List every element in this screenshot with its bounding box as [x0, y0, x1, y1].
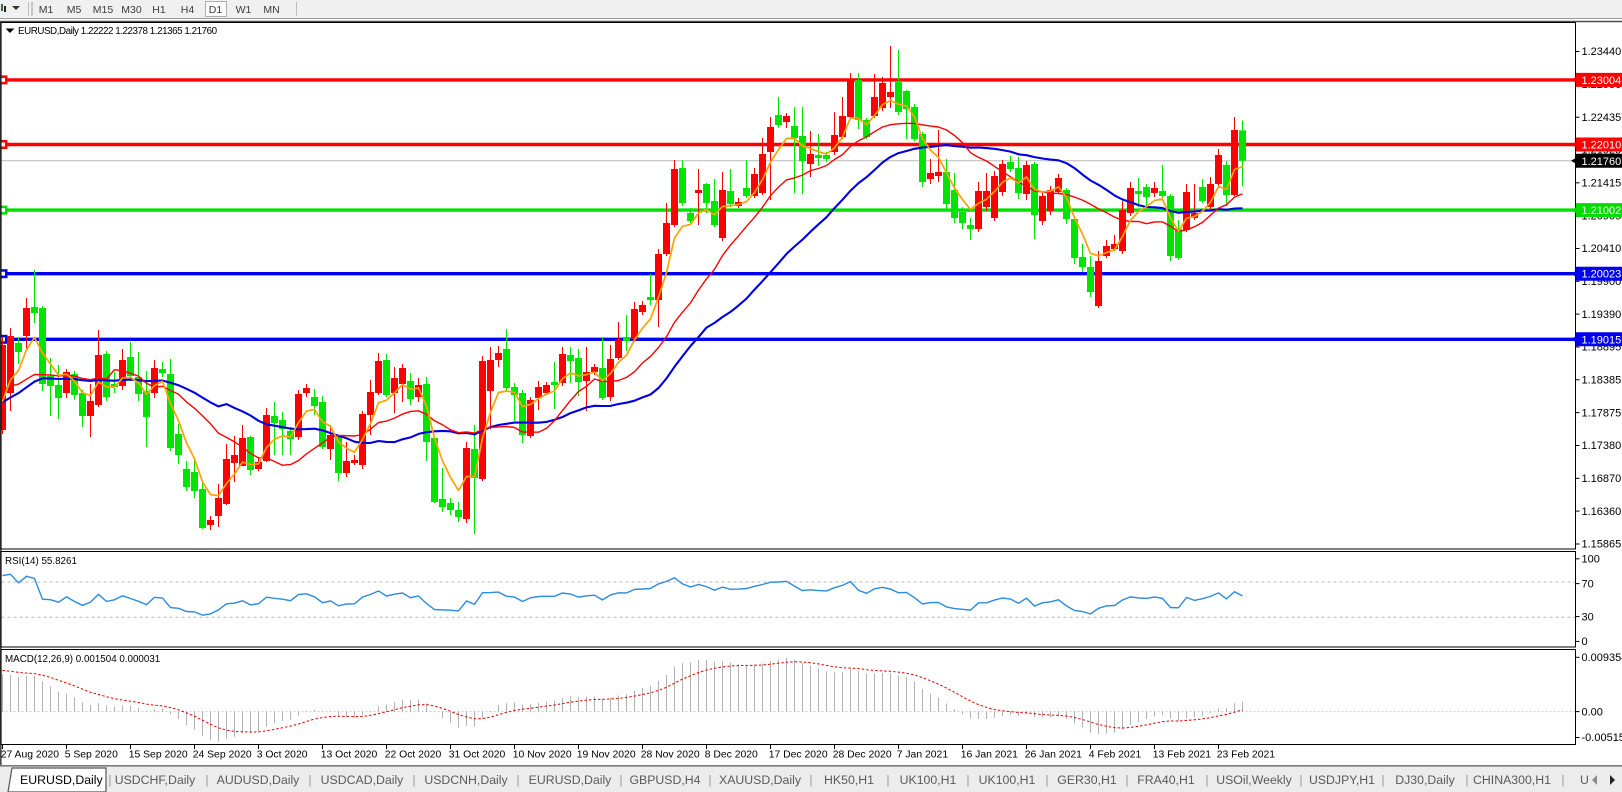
- svg-text:1.17380: 1.17380: [1582, 440, 1622, 452]
- svg-text:M30: M30: [121, 4, 142, 16]
- svg-text:1.20410: 1.20410: [1582, 243, 1622, 255]
- svg-text:EURUSD,Daily 1.22222 1.22378: EURUSD,Daily 1.22222 1.22378 1.21365 1.2…: [18, 26, 218, 37]
- svg-text:W1: W1: [236, 4, 252, 16]
- svg-text:8 Dec 2020: 8 Dec 2020: [705, 750, 758, 761]
- svg-text:1.20023: 1.20023: [1582, 269, 1622, 281]
- svg-text:MACD(12,26,9) 0.001504 0.00003: MACD(12,26,9) 0.001504 0.000031: [5, 654, 160, 665]
- svg-text:1.21415: 1.21415: [1582, 178, 1622, 190]
- svg-text:UK100,H1: UK100,H1: [900, 773, 957, 787]
- svg-text:17 Dec 2020: 17 Dec 2020: [769, 750, 828, 761]
- svg-text:1.15865: 1.15865: [1582, 539, 1622, 551]
- svg-text:|: |: [1561, 773, 1564, 787]
- svg-text:|: |: [308, 773, 311, 787]
- svg-text:CHINA300,H1: CHINA300,H1: [1473, 773, 1551, 787]
- svg-text:13 Oct 2020: 13 Oct 2020: [321, 750, 378, 761]
- svg-text:1.22010: 1.22010: [1582, 140, 1622, 152]
- svg-text:|: |: [809, 773, 812, 787]
- svg-text:1.18385: 1.18385: [1582, 375, 1622, 387]
- svg-text:0.00: 0.00: [1582, 706, 1603, 718]
- svg-text:1.23440: 1.23440: [1582, 46, 1622, 58]
- svg-text:RSI(14) 55.8261: RSI(14) 55.8261: [5, 556, 77, 567]
- svg-text:USDCNH,Daily: USDCNH,Daily: [424, 773, 508, 787]
- svg-text:HK50,H1: HK50,H1: [824, 773, 874, 787]
- svg-text:19 Nov 2020: 19 Nov 2020: [577, 750, 636, 761]
- svg-text:M15: M15: [93, 4, 114, 16]
- svg-text:5 Sep 2020: 5 Sep 2020: [65, 750, 118, 761]
- svg-text:|: |: [966, 773, 969, 787]
- svg-text:16 Jan 2021: 16 Jan 2021: [961, 750, 1018, 761]
- svg-text:EURUSD,Daily: EURUSD,Daily: [20, 773, 104, 787]
- svg-text:10 Nov 2020: 10 Nov 2020: [513, 750, 572, 761]
- svg-text:USOil,Weekly: USOil,Weekly: [1216, 773, 1292, 787]
- svg-text:0: 0: [1582, 636, 1588, 648]
- svg-text:USDCAD,Daily: USDCAD,Daily: [321, 773, 405, 787]
- svg-text:|: |: [1465, 773, 1468, 787]
- svg-text:M1: M1: [39, 4, 54, 16]
- svg-text:70: 70: [1582, 578, 1594, 590]
- svg-text:|: |: [108, 773, 111, 787]
- svg-text:|: |: [205, 773, 208, 787]
- svg-text:7 Jan 2021: 7 Jan 2021: [897, 750, 949, 761]
- svg-text:H4: H4: [181, 4, 195, 16]
- svg-text:FRA40,H1: FRA40,H1: [1137, 773, 1195, 787]
- svg-text:UK100,H1: UK100,H1: [979, 773, 1036, 787]
- svg-text:|: |: [1381, 773, 1384, 787]
- svg-text:1.23004: 1.23004: [1582, 75, 1622, 87]
- svg-text:MN: MN: [263, 4, 279, 16]
- svg-text:31 Oct 2020: 31 Oct 2020: [449, 750, 506, 761]
- svg-text:26 Jan 2021: 26 Jan 2021: [1025, 750, 1082, 761]
- svg-text:0.009354: 0.009354: [1582, 652, 1622, 664]
- svg-text:|: |: [412, 773, 415, 787]
- svg-text:100: 100: [1582, 554, 1600, 566]
- svg-text:4 Feb 2021: 4 Feb 2021: [1089, 750, 1142, 761]
- svg-text:28 Dec 2020: 28 Dec 2020: [833, 750, 892, 761]
- svg-text:13 Feb 2021: 13 Feb 2021: [1153, 750, 1212, 761]
- svg-text:30: 30: [1582, 611, 1594, 623]
- svg-text:1.19015: 1.19015: [1582, 334, 1622, 346]
- svg-text:EURUSD,Daily: EURUSD,Daily: [529, 773, 613, 787]
- svg-text:|: |: [1125, 773, 1128, 787]
- svg-text:XAUUSD,Daily: XAUUSD,Daily: [719, 773, 802, 787]
- svg-text:24 Sep 2020: 24 Sep 2020: [193, 750, 252, 761]
- svg-text:|: |: [516, 773, 519, 787]
- svg-text:1.19390: 1.19390: [1582, 309, 1622, 321]
- svg-text:1.22435: 1.22435: [1582, 112, 1622, 124]
- svg-text:USDJPY,H1: USDJPY,H1: [1309, 773, 1375, 787]
- svg-text:3 Oct 2020: 3 Oct 2020: [257, 750, 308, 761]
- svg-text:1.16360: 1.16360: [1582, 506, 1622, 518]
- svg-text:23 Feb 2021: 23 Feb 2021: [1217, 750, 1276, 761]
- svg-text:D1: D1: [209, 4, 223, 16]
- svg-text:H1: H1: [152, 4, 166, 16]
- svg-text:USDCHF,Daily: USDCHF,Daily: [115, 773, 196, 787]
- svg-text:1.21760: 1.21760: [1582, 156, 1622, 168]
- svg-text:AUDUSD,Daily: AUDUSD,Daily: [217, 773, 301, 787]
- svg-text:|: |: [1045, 773, 1048, 787]
- svg-text:-0.005156: -0.005156: [1582, 732, 1622, 744]
- svg-text:GER30,H1: GER30,H1: [1057, 773, 1117, 787]
- svg-text:M5: M5: [67, 4, 82, 16]
- svg-text:|: |: [1299, 773, 1302, 787]
- svg-text:27 Aug 2020: 27 Aug 2020: [1, 750, 60, 761]
- svg-text:28 Nov 2020: 28 Nov 2020: [641, 750, 700, 761]
- svg-text:|: |: [886, 773, 889, 787]
- svg-text:|: |: [619, 773, 622, 787]
- svg-text:GBPUSD,H4: GBPUSD,H4: [629, 773, 700, 787]
- svg-text:1.21002: 1.21002: [1582, 205, 1622, 217]
- svg-text:1.16870: 1.16870: [1582, 473, 1622, 485]
- svg-text:|: |: [1205, 773, 1208, 787]
- svg-text:22 Oct 2020: 22 Oct 2020: [385, 750, 442, 761]
- svg-text:1.17875: 1.17875: [1582, 407, 1622, 419]
- svg-text:DJ30,Daily: DJ30,Daily: [1395, 773, 1455, 787]
- svg-text:15 Sep 2020: 15 Sep 2020: [129, 750, 188, 761]
- svg-text:|: |: [708, 773, 711, 787]
- svg-text:U: U: [1580, 773, 1589, 787]
